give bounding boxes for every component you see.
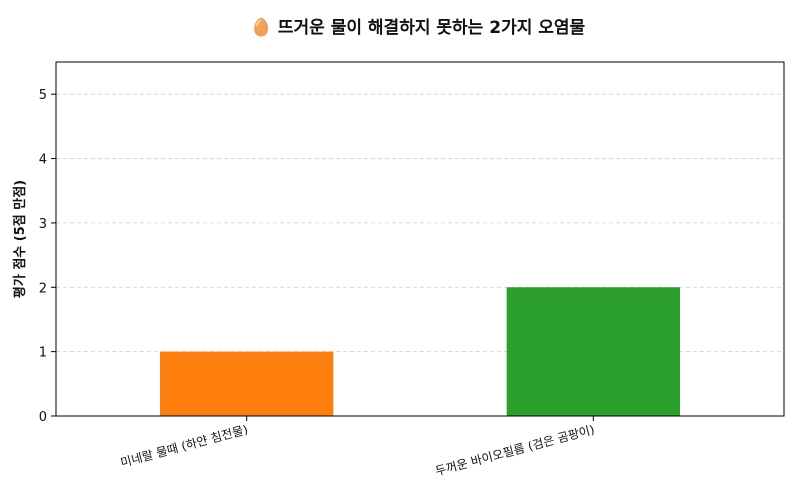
y-tick-label: 0 bbox=[39, 410, 47, 425]
x-tick-label: 미네랄 물때 (하얀 침전물) bbox=[119, 422, 249, 469]
y-axis-ticks: 0 1 2 3 4 5 bbox=[39, 88, 56, 425]
y-tick-label: 2 bbox=[39, 281, 47, 296]
y-tick-label: 1 bbox=[39, 346, 47, 361]
y-tick-label: 4 bbox=[39, 153, 47, 168]
bar bbox=[160, 351, 334, 416]
plot-frame bbox=[55, 61, 785, 417]
y-axis-label: 평가 점수 (5점 만점) bbox=[12, 180, 28, 298]
x-axis-ticks: 미네랄 물때 (하얀 침전물) 두꺼운 바이오필름 (검은 곰팡이) bbox=[119, 416, 596, 478]
bars bbox=[160, 287, 680, 416]
y-tick-label: 3 bbox=[39, 217, 47, 232]
bar bbox=[506, 287, 680, 416]
chart-title: 🥚 뜨거운 물이 해결하지 못하는 2가지 오염물 bbox=[251, 17, 586, 38]
y-tick-label: 5 bbox=[39, 88, 47, 103]
x-tick-label: 두꺼운 바이오필름 (검은 곰팡이) bbox=[434, 422, 596, 478]
